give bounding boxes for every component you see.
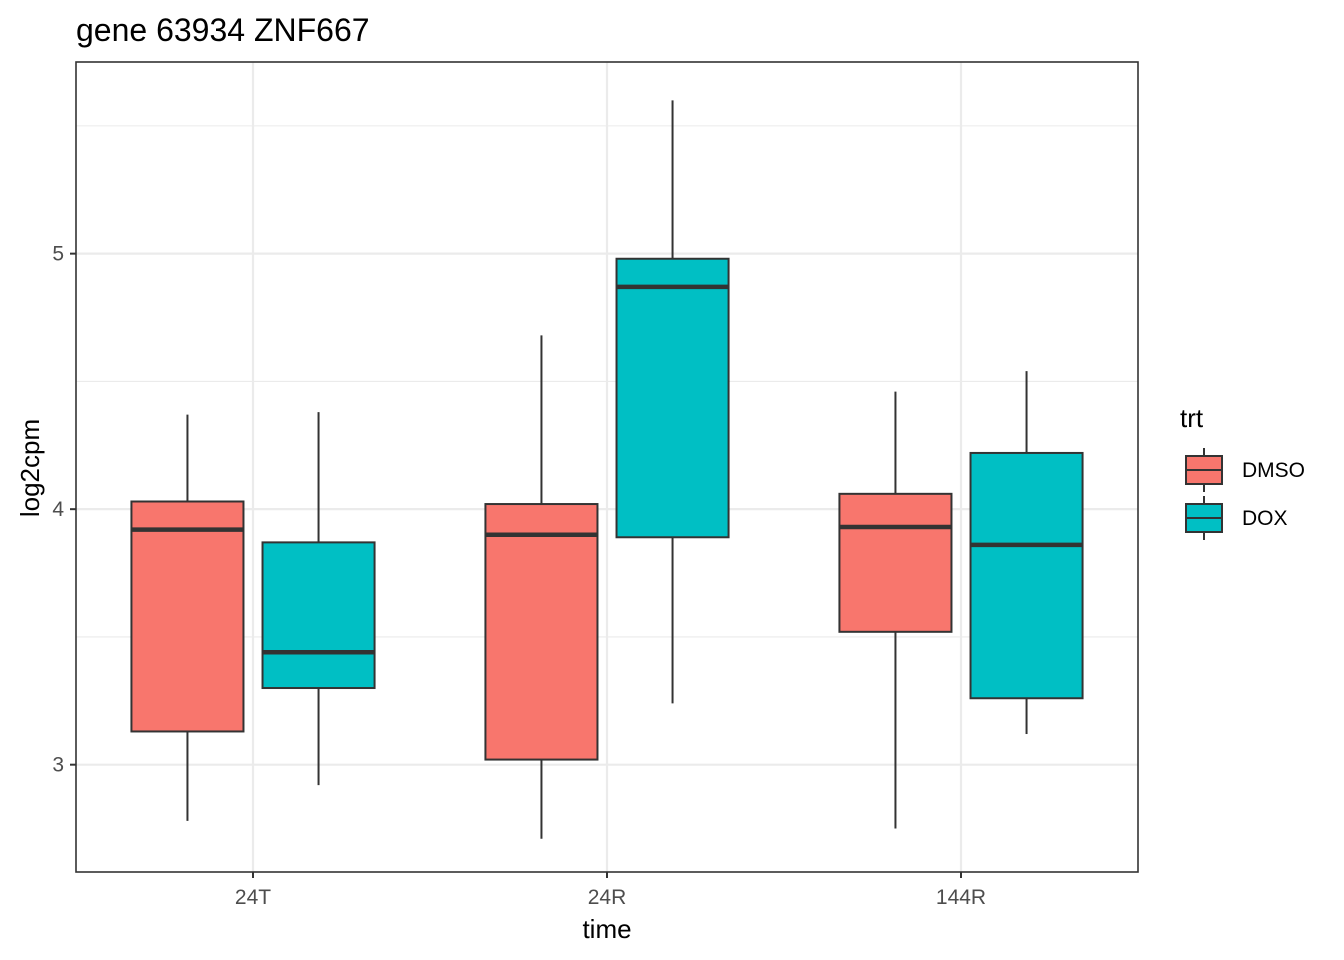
box-dox-24r	[615, 100, 730, 704]
box-iqr	[130, 500, 245, 733]
plot-panel	[75, 61, 1139, 873]
legend-item-dox: DOX	[1185, 496, 1288, 540]
legend-items: DMSO DOX	[1185, 448, 1305, 540]
grid-layer	[76, 62, 1138, 872]
x-tick-label: 24T	[235, 886, 271, 909]
box-iqr	[615, 257, 730, 539]
box-dmso-24r	[484, 335, 599, 839]
y-tick-label: 3	[52, 754, 64, 777]
legend: trt DMSO DOX	[1180, 403, 1305, 540]
box-layer	[130, 100, 1084, 839]
legend-item-dmso: DMSO	[1185, 448, 1305, 492]
box-iqr	[484, 503, 599, 761]
legend-label: DMSO	[1242, 459, 1305, 482]
x-axis-title: time	[582, 914, 631, 944]
box-iqr	[261, 541, 376, 690]
y-axis-title: log2cpm	[15, 419, 45, 517]
x-tick-label: 144R	[936, 886, 986, 909]
box-dmso-24t	[130, 414, 245, 821]
box-iqr	[969, 451, 1084, 700]
box-dox-24t	[261, 412, 376, 786]
y-tick-label: 5	[52, 243, 64, 266]
x-tick-label: 24R	[588, 886, 627, 909]
box-iqr	[838, 492, 953, 633]
box-dox-144r	[969, 371, 1084, 735]
x-axis: 24T 24R 144R	[235, 872, 986, 909]
box-dmso-144r	[838, 391, 953, 829]
legend-title: trt	[1180, 403, 1204, 433]
legend-label: DOX	[1242, 507, 1288, 530]
y-axis: 3 4 5	[52, 243, 76, 777]
chart-title: gene 63934 ZNF667	[76, 12, 370, 48]
y-tick-label: 4	[52, 498, 64, 521]
